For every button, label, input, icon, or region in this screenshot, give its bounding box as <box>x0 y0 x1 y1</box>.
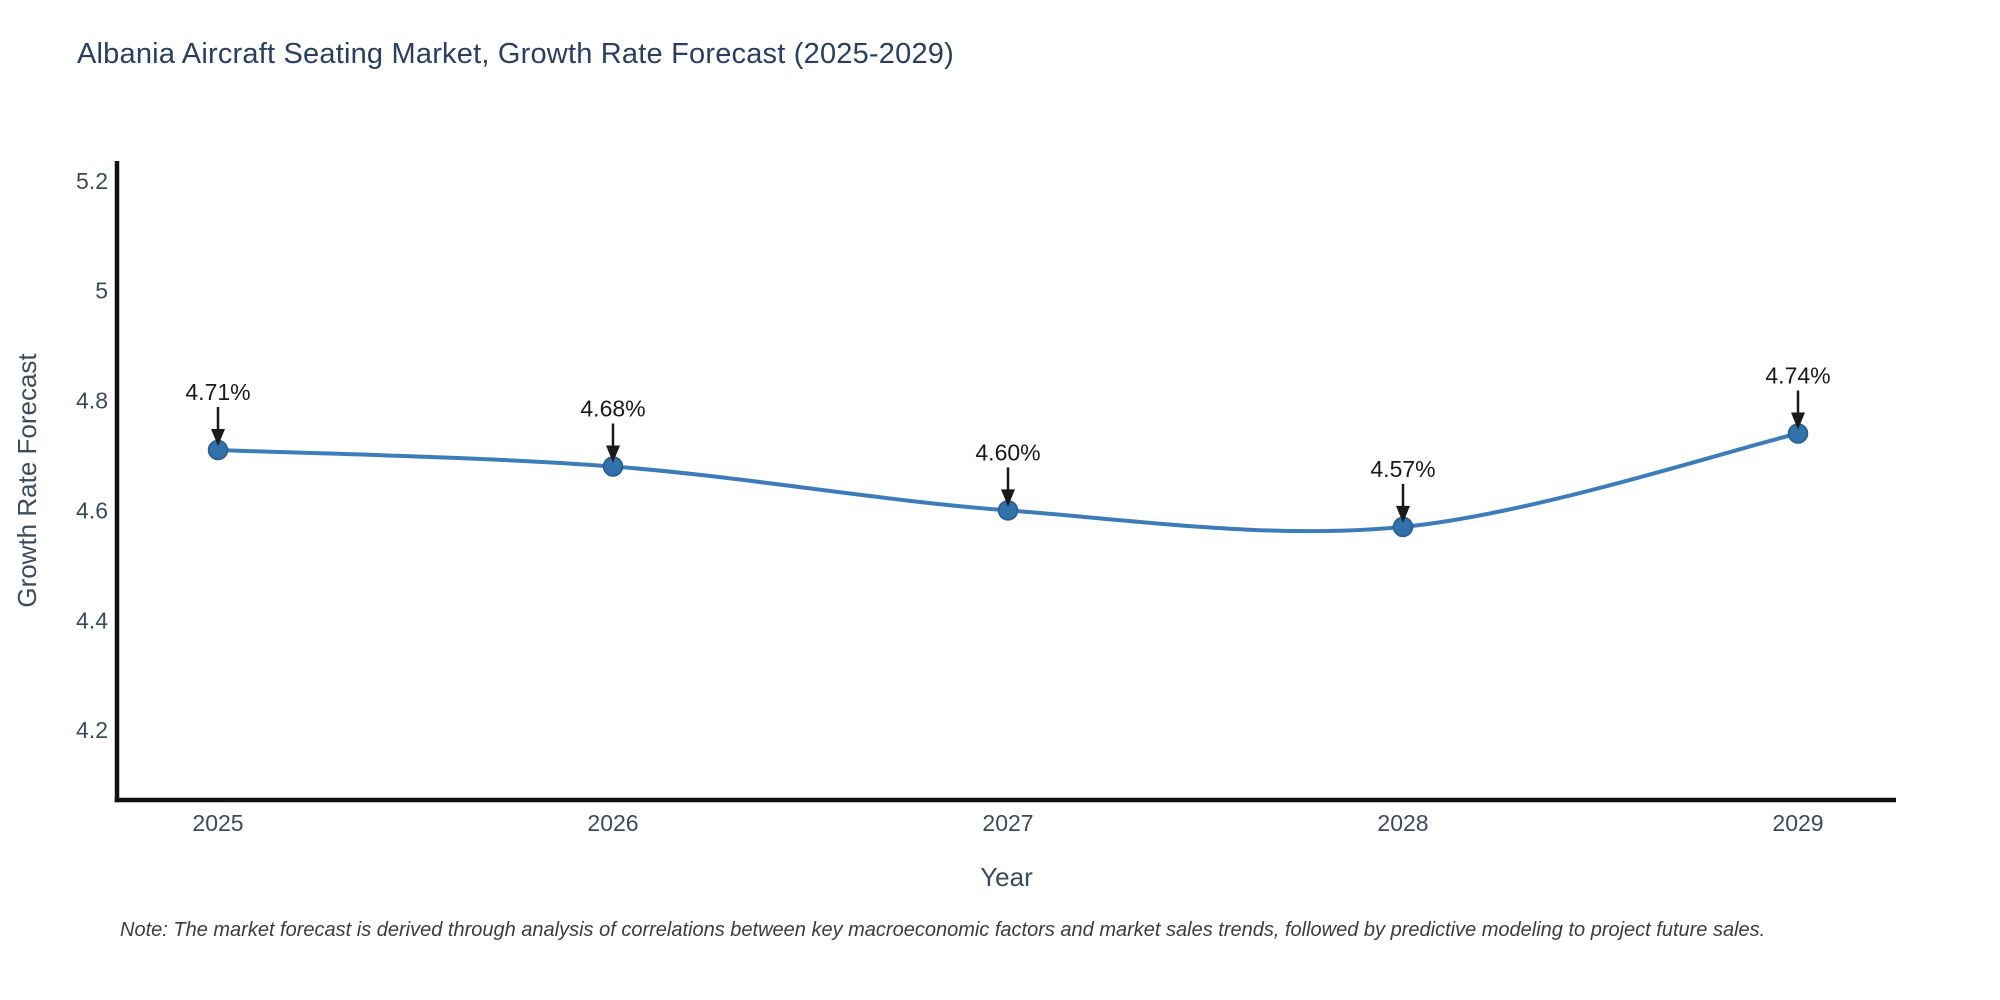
data-point-label-2026: 4.68% <box>580 396 645 422</box>
y-tick-label-5: 5 <box>95 278 108 304</box>
x-tick-label-2028: 2028 <box>1377 810 1428 836</box>
annotation-arrowhead-2027 <box>1001 489 1015 507</box>
y-tick-label-4.8: 4.8 <box>76 388 108 414</box>
annotation-arrowhead-2029 <box>1791 412 1805 430</box>
annotation-arrowhead-2025 <box>211 429 225 446</box>
x-tick-label-2029: 2029 <box>1772 810 1823 836</box>
data-point-label-2029: 4.74% <box>1765 363 1830 389</box>
y-tick-label-5.2: 5.2 <box>76 168 108 194</box>
x-tick-label-2026: 2026 <box>587 810 638 836</box>
chart-footnote: Note: The market forecast is derived thr… <box>120 919 1766 941</box>
y-tick-label-4.4: 4.4 <box>76 607 108 633</box>
y-axis-title: Growth Rate Forecast <box>12 353 42 608</box>
data-point-label-2028: 4.57% <box>1370 456 1435 482</box>
data-point-label-2027: 4.60% <box>975 439 1040 465</box>
x-tick-label-2025: 2025 <box>192 810 243 836</box>
chart-title: Albania Aircraft Seating Market, Growth … <box>77 38 954 70</box>
x-axis-title: Year <box>980 862 1033 892</box>
y-tick-label-4.6: 4.6 <box>76 497 108 523</box>
x-tick-label-2027: 2027 <box>982 810 1033 836</box>
y-tick-label-4.2: 4.2 <box>76 717 108 743</box>
annotation-arrowhead-2028 <box>1396 505 1410 523</box>
annotation-arrowhead-2026 <box>606 445 620 463</box>
data-point-label-2025: 4.71% <box>185 379 250 405</box>
